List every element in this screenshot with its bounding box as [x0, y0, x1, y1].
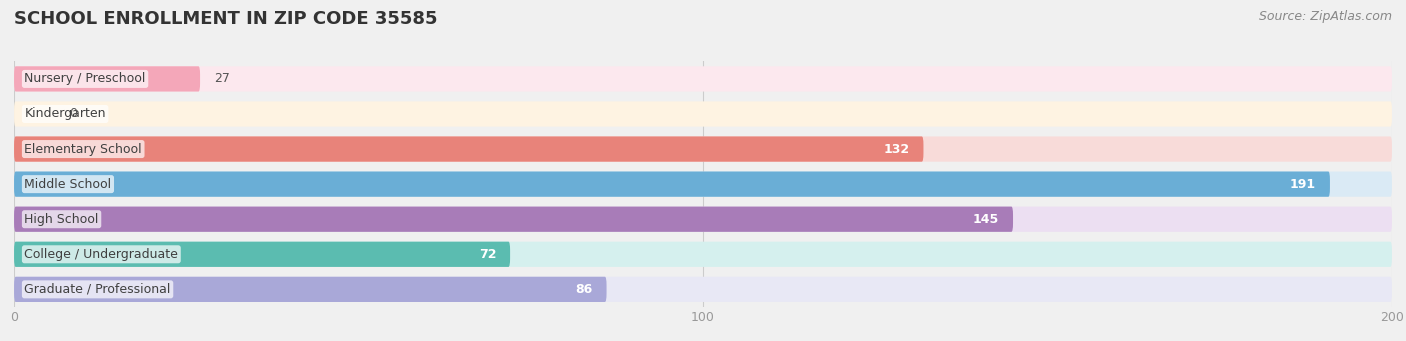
FancyBboxPatch shape: [14, 136, 924, 162]
Text: Source: ZipAtlas.com: Source: ZipAtlas.com: [1258, 10, 1392, 23]
Text: 72: 72: [479, 248, 496, 261]
FancyBboxPatch shape: [14, 101, 1392, 127]
Text: 145: 145: [973, 213, 1000, 226]
FancyBboxPatch shape: [14, 172, 1392, 197]
Text: 27: 27: [214, 72, 229, 85]
FancyBboxPatch shape: [14, 172, 1330, 197]
Text: 191: 191: [1291, 178, 1316, 191]
FancyBboxPatch shape: [14, 207, 1014, 232]
FancyBboxPatch shape: [14, 207, 1392, 232]
FancyBboxPatch shape: [14, 277, 1392, 302]
Text: Nursery / Preschool: Nursery / Preschool: [24, 72, 146, 85]
Text: Elementary School: Elementary School: [24, 143, 142, 155]
Text: Middle School: Middle School: [24, 178, 111, 191]
FancyBboxPatch shape: [14, 66, 200, 91]
FancyBboxPatch shape: [14, 66, 1392, 91]
FancyBboxPatch shape: [14, 242, 1392, 267]
Text: 0: 0: [69, 107, 77, 120]
Text: High School: High School: [24, 213, 98, 226]
Text: 132: 132: [883, 143, 910, 155]
FancyBboxPatch shape: [14, 242, 510, 267]
Text: Graduate / Professional: Graduate / Professional: [24, 283, 170, 296]
Text: College / Undergraduate: College / Undergraduate: [24, 248, 179, 261]
FancyBboxPatch shape: [14, 277, 606, 302]
Text: 86: 86: [575, 283, 593, 296]
FancyBboxPatch shape: [14, 136, 1392, 162]
Text: Kindergarten: Kindergarten: [24, 107, 105, 120]
Text: SCHOOL ENROLLMENT IN ZIP CODE 35585: SCHOOL ENROLLMENT IN ZIP CODE 35585: [14, 10, 437, 28]
